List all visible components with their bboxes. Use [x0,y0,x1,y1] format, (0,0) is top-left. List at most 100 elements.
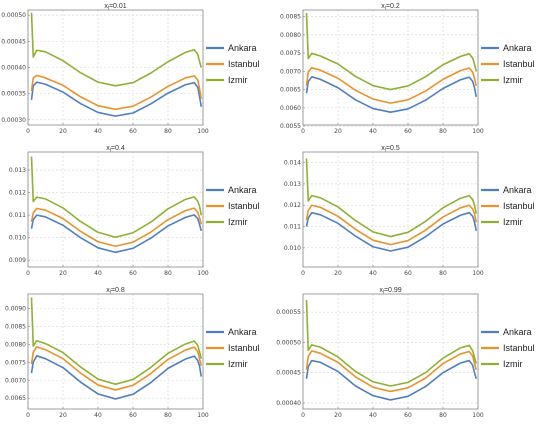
legend-label: Ankara [228,327,257,337]
legend-label: Istanbul [228,343,260,353]
series-line-izmir [30,297,203,385]
y-tick-label: 0.0080 [280,32,301,39]
x-tick-label: 0 [26,128,30,135]
y-tick-label: 0.0085 [5,323,26,330]
x-tick-label: 20 [59,128,67,135]
legend-label: Izmir [503,75,523,85]
y-tick-label: 0.00055 [276,309,301,316]
x-tick-label: 40 [369,270,377,277]
y-tick-label: 0.00050 [1,12,26,19]
y-tick-label: 0.00045 [276,370,301,377]
line-chart: xl=0.99 0 20 40 60 80 100 0.00040 0.00045 0.00050… [276,287,534,419]
y-tick-label: 0.014 [284,160,301,167]
y-tick-label: 0.0060 [280,105,301,112]
legend-label: Izmir [228,217,248,227]
x-tick-label: 40 [94,128,102,135]
chart-panel: xl=0.8 0 20 40 60 80 100 0.0065 0.0070 0.0075 0.00… [0,284,275,426]
legend-label: Izmir [228,359,248,369]
x-tick-label: 20 [334,270,342,277]
legend-label: Ankara [503,43,532,53]
legend-label: Istanbul [228,201,260,211]
x-tick-label: 100 [197,412,209,419]
title-value: =0.01 [109,3,127,10]
y-tick-label: 0.00045 [1,38,26,45]
y-tick-label: 0.0055 [280,123,301,130]
legend-label: Istanbul [503,59,535,69]
x-tick-label: 60 [404,128,412,135]
y-tick-label: 0.0090 [5,305,26,312]
y-tick-label: 0.013 [9,167,26,174]
x-tick-label: 80 [439,412,447,419]
title-value: =0.2 [386,3,400,10]
y-tick-label: 0.011 [284,224,301,231]
chart-title: xl=0.4 [106,145,125,154]
plot-frame [302,9,479,126]
y-tick-label: 0.0065 [5,395,26,402]
legend-label: Istanbul [503,201,535,211]
gridlines [302,10,479,127]
title-subscript: l [108,6,109,12]
chart-panel: xl=0.5 0 20 40 60 80 100 0.010 0.011 0.012 0.013 0.… [275,142,550,284]
x-tick-label: 0 [301,270,305,277]
x-tick-label: 60 [404,270,412,277]
gridlines [302,152,479,267]
x-tick-label: 100 [472,270,484,277]
y-tick-label: 0.012 [284,202,301,209]
x-tick-label: 80 [439,270,447,277]
x-tick-label: 20 [59,412,67,419]
x-tick-label: 100 [472,128,484,135]
y-tick-label: 0.011 [9,212,26,219]
series-line-istanbul [30,346,203,391]
y-tick-label: 0.00030 [1,117,26,124]
y-tick-label: 0.0075 [280,50,301,57]
y-tick-label: 0.0085 [280,14,301,21]
title-value: =0.5 [386,145,400,152]
x-tick-label: 40 [369,128,377,135]
series-line-istanbul [305,350,478,393]
title-subscript: l [110,290,111,296]
series-line-ankara [305,76,478,114]
y-tick-label: 0.010 [9,235,26,242]
line-chart: xl=0.2 0 20 40 60 80 100 0.0055 0.0060 0.0065 0.00… [280,3,535,135]
y-tick-label: 0.00050 [276,339,301,346]
x-tick-label: 60 [129,128,137,135]
chart-panel: xl=0.4 0 20 40 60 80 100 0.009 0.010 0.011 0.012 0.… [0,142,275,284]
y-tick-label: 0.00040 [1,65,26,72]
plot-frame [27,151,204,268]
x-tick-label: 20 [59,270,67,277]
x-tick-label: 100 [472,412,484,419]
x-tick-label: 20 [334,128,342,135]
x-tick-label: 40 [94,412,102,419]
line-chart: xl=0.01 0 20 40 60 80 100 0.00030 0.00035 0.00040… [1,3,260,135]
plot-frame [27,293,204,410]
x-tick-label: 80 [164,128,172,135]
x-tick-label: 60 [129,412,137,419]
series-line-izmir [305,300,478,387]
x-tick-label: 0 [301,412,305,419]
line-chart: xl=0.5 0 20 40 60 80 100 0.010 0.011 0.012 0.013 0.… [284,145,535,277]
legend-label: Ankara [503,185,532,195]
chart-panel: xl=0.99 0 20 40 60 80 100 0.00040 0.00045 0.00050… [275,284,550,426]
series-line-istanbul [305,66,478,104]
legend-label: Izmir [503,217,523,227]
y-tick-label: 0.012 [9,190,26,197]
series-line-istanbul [30,74,203,111]
x-tick-label: 0 [26,270,30,277]
plot-frame [302,293,479,410]
series-line-ankara [30,214,203,254]
chart-title: xl=0.5 [381,145,400,154]
x-tick-label: 100 [197,270,209,277]
chart-title: xl=0.8 [106,287,125,296]
title-subscript: l [385,6,386,12]
x-tick-label: 20 [334,412,342,419]
series-line-istanbul [305,204,478,246]
series-line-ankara [305,359,478,401]
legend-label: Izmir [503,359,523,369]
line-chart: xl=0.4 0 20 40 60 80 100 0.009 0.010 0.011 0.012 0.… [9,145,260,277]
legend-label: Istanbul [228,59,260,69]
y-tick-label: 0.0080 [5,341,26,348]
chart-panel: xl=0.01 0 20 40 60 80 100 0.00030 0.00035 0.00040… [0,0,275,142]
legend-label: Izmir [228,75,248,85]
series-line-izmir [305,12,478,91]
